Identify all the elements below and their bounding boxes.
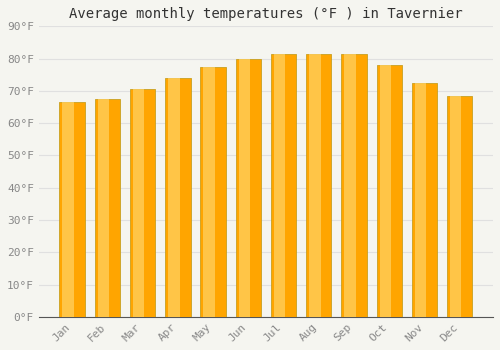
- Bar: [412, 83, 437, 317]
- Bar: [204, 66, 215, 317]
- Bar: [447, 96, 472, 317]
- Bar: [165, 78, 190, 317]
- Bar: [309, 54, 320, 317]
- Bar: [200, 66, 226, 317]
- Bar: [380, 65, 391, 317]
- Bar: [130, 89, 156, 317]
- Bar: [62, 102, 74, 317]
- Bar: [94, 99, 120, 317]
- Bar: [344, 54, 356, 317]
- Title: Average monthly temperatures (°F ) in Tavernier: Average monthly temperatures (°F ) in Ta…: [69, 7, 462, 21]
- Bar: [450, 96, 462, 317]
- Bar: [342, 54, 366, 317]
- Bar: [376, 65, 402, 317]
- Bar: [274, 54, 285, 317]
- Bar: [60, 102, 85, 317]
- Bar: [271, 54, 296, 317]
- Bar: [238, 58, 250, 317]
- Bar: [133, 89, 144, 317]
- Bar: [236, 58, 261, 317]
- Bar: [306, 54, 332, 317]
- Bar: [98, 99, 109, 317]
- Bar: [168, 78, 179, 317]
- Bar: [415, 83, 426, 317]
